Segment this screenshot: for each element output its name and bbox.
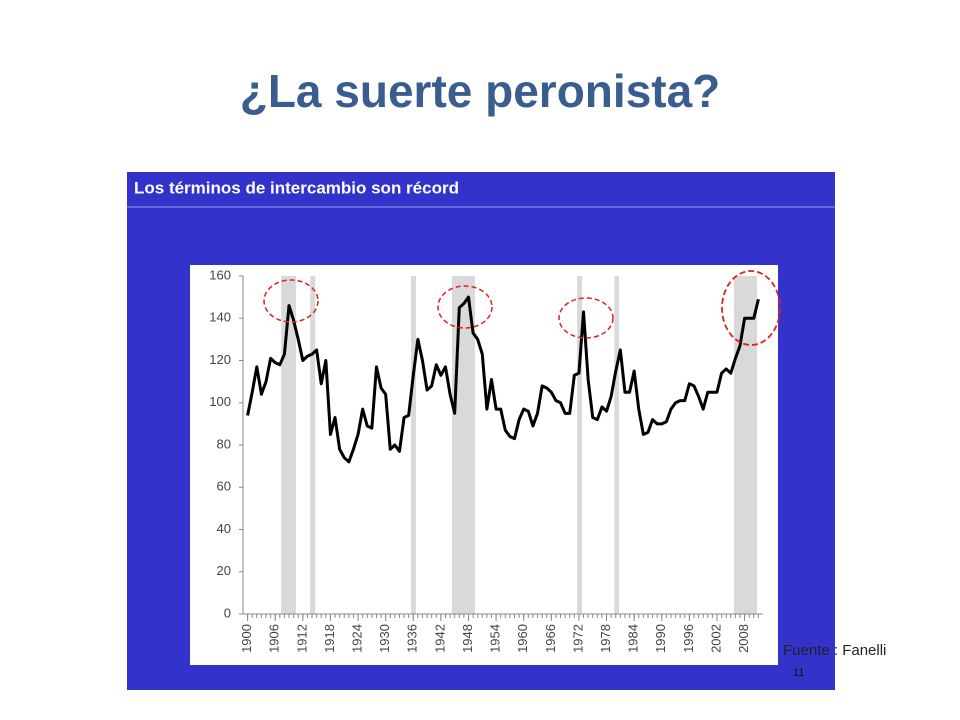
x-tick-label: 1966: [543, 624, 558, 653]
x-tick-label: 1900: [239, 624, 254, 653]
y-tick-label: 160: [209, 267, 231, 282]
x-tick-label: 1978: [598, 624, 613, 653]
plot: 0 20 40 60 80 100 120 140 160 1900 1906 1912 1918 192…: [209, 267, 763, 653]
x-tick-label: 1954: [488, 624, 503, 653]
highlight-circle: [263, 279, 319, 323]
page-number: 11: [793, 667, 804, 679]
plot-background: [190, 265, 778, 665]
x-tick-label: 1924: [349, 624, 364, 653]
x-tick-label: 1984: [626, 624, 641, 653]
x-tick-label: 1948: [460, 624, 475, 653]
x-tick-label: 1906: [267, 624, 282, 653]
y-tick-label: 0: [224, 605, 231, 620]
shaded-period: [734, 276, 758, 614]
chart-title: Los términos de intercambio son récord: [134, 178, 459, 197]
source-note: Fuente : Fanelli: [783, 642, 886, 659]
x-tick-label: 1930: [377, 624, 392, 653]
shaded-period: [310, 276, 316, 614]
y-tick-label: 120: [209, 352, 231, 367]
highlight-circle: [721, 270, 781, 346]
highlight-circle: [558, 297, 614, 339]
slide-title: ¿La suerte peronista?: [240, 65, 721, 117]
x-tick-label: 1912: [294, 624, 309, 653]
x-tick-label: 1960: [515, 624, 530, 653]
x-tick-label: 1918: [322, 624, 337, 653]
shaded-period: [281, 276, 296, 614]
highlight-circle: [437, 285, 493, 329]
x-tick-label: 2002: [708, 624, 723, 653]
x-tick-label: 2008: [736, 624, 751, 653]
x-tick-label: 1942: [432, 624, 447, 653]
shaded-period: [614, 276, 619, 614]
data-line: [246, 295, 760, 464]
y-tick-label: 20: [217, 563, 231, 578]
y-tick-label: 140: [209, 310, 231, 325]
y-tick-label: 80: [217, 436, 231, 451]
y-tick-label: 60: [217, 479, 231, 494]
shaded-period: [410, 276, 417, 614]
x-tick-label: 1990: [653, 624, 668, 653]
y-tick-label: 100: [209, 394, 231, 409]
shaded-period: [577, 276, 583, 614]
x-tick-label: 1936: [405, 624, 420, 653]
x-tick-label: 1972: [570, 624, 585, 653]
x-tick-label: 1996: [681, 624, 696, 653]
y-tick-label: 40: [217, 521, 231, 536]
